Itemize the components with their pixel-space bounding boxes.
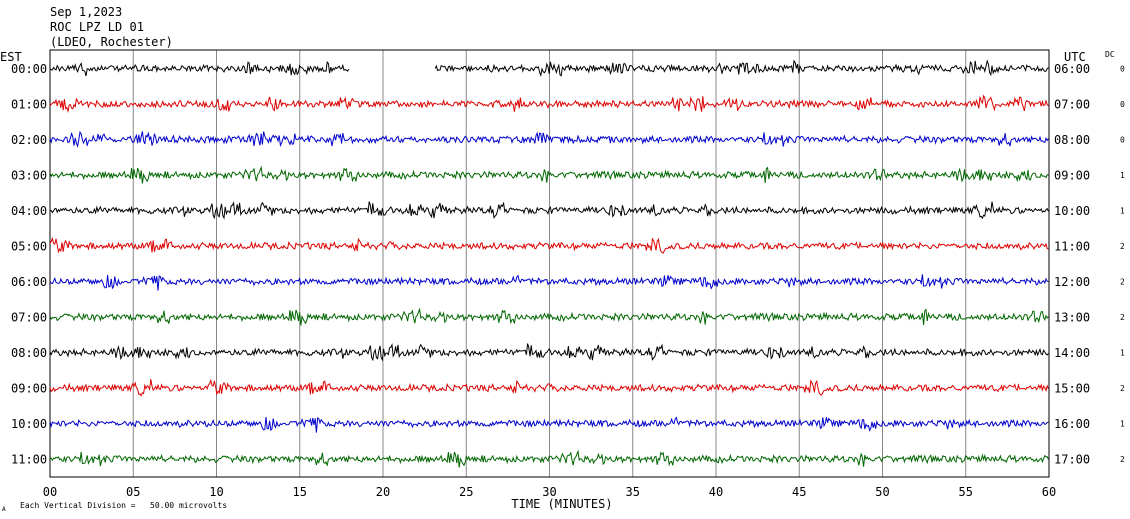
dc-value: 2 — [1120, 278, 1125, 287]
utc-row-label: 10:00 — [1054, 204, 1090, 218]
x-axis-ticks: 00 05 10 15 20 25 30 35 40 45 50 55 60 — [43, 485, 1056, 499]
header-station: ROC LPZ LD 01 — [50, 20, 144, 34]
dc-value: 2 — [1120, 384, 1125, 393]
seismic-trace — [49, 130, 1049, 148]
dc-value: 2 — [1120, 313, 1125, 322]
dc-value: 1 — [1120, 349, 1125, 358]
seismic-trace — [49, 94, 1049, 114]
est-row-label: 10:00 — [11, 417, 47, 431]
x-axis-label: TIME (MINUTES) — [511, 497, 612, 511]
x-tick-label: 10 — [209, 485, 223, 499]
dc-value: 1 — [1120, 420, 1125, 429]
x-tick-label: 60 — [1042, 485, 1056, 499]
utc-row-label: 15:00 — [1054, 382, 1090, 396]
est-row-label: 06:00 — [11, 275, 47, 289]
dc-value: 2 — [1120, 455, 1125, 464]
est-row-label: 00:00 — [11, 62, 47, 76]
corner-mark: A — [2, 506, 6, 513]
est-row-label: 11:00 — [11, 453, 47, 467]
seismic-trace — [49, 165, 1049, 184]
x-tick-label: 05 — [126, 485, 140, 499]
seismic-trace — [49, 343, 1049, 362]
dc-value: 0 — [1120, 100, 1125, 109]
vertical-grid — [49, 50, 1050, 477]
est-row-label: 01:00 — [11, 98, 47, 112]
x-tick-label: 50 — [875, 485, 889, 499]
seismic-trace — [49, 449, 1049, 468]
est-row-label: 04:00 — [11, 204, 47, 218]
utc-row-label: 06:00 — [1054, 62, 1090, 76]
header-date: Sep 1,2023 — [50, 5, 122, 19]
x-tick-label: 30 — [542, 485, 556, 499]
plot-frame — [49, 49, 1050, 478]
est-row-label: 08:00 — [11, 346, 47, 360]
utc-row-label: 17:00 — [1054, 453, 1090, 467]
utc-row-label: 09:00 — [1054, 169, 1090, 183]
est-row-label: 07:00 — [11, 311, 47, 325]
utc-row-label: 12:00 — [1054, 275, 1090, 289]
seismic-trace — [49, 201, 1049, 220]
seismic-trace — [49, 274, 1049, 291]
x-tick-label: 00 — [43, 485, 57, 499]
scale-note: Each Vertical Division = 50.00 microvolt… — [20, 501, 227, 510]
dc-value: 0 — [1120, 136, 1125, 145]
dc-label: DC — [1105, 50, 1115, 59]
header-network: (LDEO, Rochester) — [50, 35, 173, 49]
est-row-label: 09:00 — [11, 382, 47, 396]
utc-row-label: 07:00 — [1054, 98, 1090, 112]
x-tick-label: 35 — [626, 485, 640, 499]
dc-value: 1 — [1120, 207, 1125, 216]
est-row-label: 02:00 — [11, 133, 47, 147]
x-tick-label: 20 — [376, 485, 390, 499]
dc-value: 2 — [1120, 242, 1125, 251]
x-tick-label: 55 — [959, 485, 973, 499]
left-axis-label: EST — [0, 50, 22, 64]
utc-row-label: 11:00 — [1054, 240, 1090, 254]
utc-row-label: 14:00 — [1054, 346, 1090, 360]
traces — [49, 59, 1049, 468]
seismic-trace — [49, 307, 1049, 326]
right-axis-label: UTC — [1064, 50, 1086, 64]
est-row-label: 05:00 — [11, 240, 47, 254]
dc-value: 1 — [1120, 171, 1125, 180]
x-tick-label: 15 — [293, 485, 307, 499]
row-labels: 00:00 06:00 0 01:00 07:00 0 02:00 08:00 0 03:00 09… — [11, 62, 1125, 467]
x-tick-label: 25 — [459, 485, 473, 499]
seismic-trace — [49, 378, 1049, 397]
utc-row-label: 08:00 — [1054, 133, 1090, 147]
utc-row-label: 16:00 — [1054, 417, 1090, 431]
x-tick-label: 40 — [709, 485, 723, 499]
est-row-label: 03:00 — [11, 169, 47, 183]
seismic-trace — [49, 416, 1049, 433]
seismic-trace — [49, 60, 350, 77]
seismic-trace — [49, 236, 1049, 254]
dc-value: 0 — [1120, 65, 1125, 74]
utc-row-label: 13:00 — [1054, 311, 1090, 325]
seismic-trace — [434, 59, 1049, 78]
x-tick-label: 45 — [792, 485, 806, 499]
